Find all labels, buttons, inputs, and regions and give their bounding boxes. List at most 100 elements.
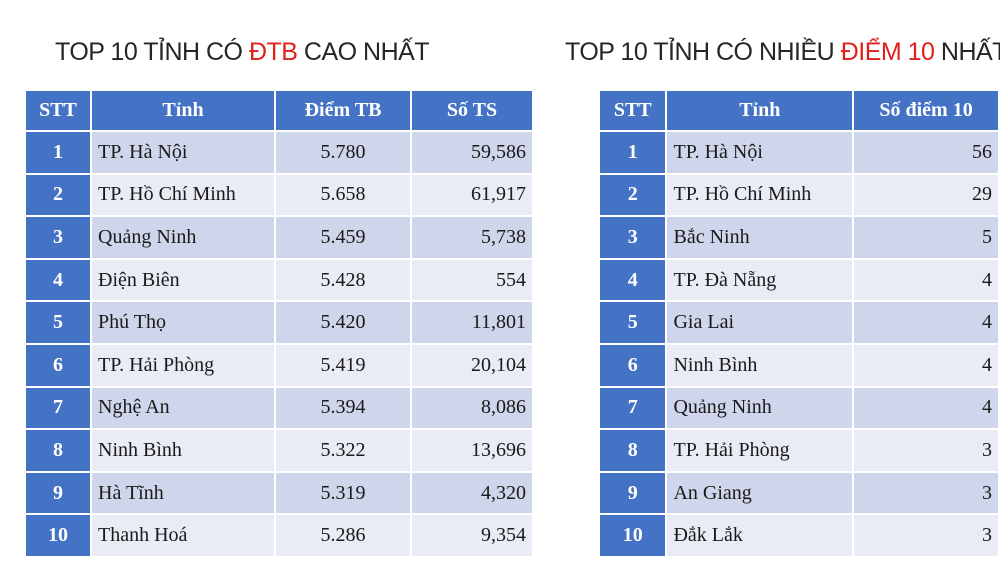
- table-cell: TP. Hải Phòng: [667, 430, 853, 471]
- table-cell: Đắk Lắk: [667, 515, 853, 556]
- table-cell: Hà Tĩnh: [92, 472, 274, 514]
- header-cell: Điểm TB: [276, 91, 410, 130]
- table-cell: 2: [26, 174, 90, 216]
- table-cell: 4: [854, 302, 998, 343]
- table-cell: 5.420: [276, 302, 410, 343]
- table-row: 6 TP. Hải Phòng 5.419 20,104: [26, 344, 532, 386]
- header-row: STT Tỉnh Số điểm 10: [600, 91, 998, 130]
- table-cell: 20,104: [412, 344, 532, 386]
- table-cell: 2: [600, 174, 666, 216]
- table-cell: 5.319: [276, 472, 410, 514]
- table-cell: 9: [26, 472, 90, 514]
- table-cell: TP. Hà Nội: [92, 132, 274, 173]
- table-row: 8 TP. Hải Phòng 3: [600, 430, 998, 471]
- table: STT Tỉnh Điểm TB Số TS 1 TP. Hà Nội 5.780 59,58…: [24, 89, 534, 558]
- table-row: 4 Điện Biên 5.428 554: [26, 259, 532, 301]
- table-row: 7 Quảng Ninh 4: [600, 387, 998, 429]
- table-cell: 10: [26, 515, 90, 556]
- table-row: 9 Hà Tĩnh 5.319 4,320: [26, 472, 532, 514]
- table-row: 1 TP. Hà Nội 5.780 59,586: [26, 132, 532, 173]
- header-cell: Tỉnh: [667, 91, 853, 130]
- table-cell: 8,086: [412, 387, 532, 429]
- header-cell: STT: [26, 91, 90, 130]
- table-cell: 5: [854, 217, 998, 258]
- title-text: CAO NHẤT: [297, 38, 430, 66]
- table-cell: Bắc Ninh: [667, 217, 853, 258]
- header-cell: Số điểm 10: [854, 91, 998, 130]
- table-cell: Phú Thọ: [92, 302, 274, 343]
- table-cell: Quảng Ninh: [92, 217, 274, 258]
- table-cell: 3: [854, 472, 998, 514]
- table-cell: 8: [600, 430, 666, 471]
- table-cell: 3: [854, 515, 998, 556]
- table-cell: 4: [854, 344, 998, 386]
- table-title: TOP 10 TỈNH CÓ NHIỀU ĐIỂM 10 NHẤT: [565, 38, 1000, 67]
- table-cell: 5.780: [276, 132, 410, 173]
- table-cell: TP. Hải Phòng: [92, 344, 274, 386]
- table-cell: 4: [600, 259, 666, 301]
- table-cell: 13,696: [412, 430, 532, 471]
- table-title: TOP 10 TỈNH CÓ ĐTB CAO NHẤT: [55, 38, 430, 67]
- table-cell: 4: [26, 259, 90, 301]
- title-text: NHẤT: [934, 38, 1000, 66]
- title-text: TOP 10 TỈNH CÓ: [55, 38, 249, 66]
- table-row: 9 An Giang 3: [600, 472, 998, 514]
- header-cell: STT: [600, 91, 666, 130]
- table-cell: 5.459: [276, 217, 410, 258]
- title-highlight: ĐTB: [248, 38, 298, 66]
- table-cell: 10: [600, 515, 666, 556]
- table-cell: 5.394: [276, 387, 410, 429]
- table-cell: 5.658: [276, 174, 410, 216]
- table-row: 1 TP. Hà Nội 56: [600, 132, 998, 173]
- table-cell: Ninh Bình: [667, 344, 853, 386]
- table-cell: 8: [26, 430, 90, 471]
- table-cell: 5.286: [276, 515, 410, 556]
- table-row: 3 Bắc Ninh 5: [600, 217, 998, 258]
- table-cell: 554: [412, 259, 532, 301]
- table-cell: 7: [600, 387, 666, 429]
- header-row: STT Tỉnh Điểm TB Số TS: [26, 91, 532, 130]
- table-cell: 56: [854, 132, 998, 173]
- table-cell: 5: [26, 302, 90, 343]
- table-cell: An Giang: [667, 472, 853, 514]
- table-cell: Gia Lai: [667, 302, 853, 343]
- table-cell: Điện Biên: [92, 259, 274, 301]
- table-row: 2 TP. Hồ Chí Minh 5.658 61,917: [26, 174, 532, 216]
- table-row: 2 TP. Hồ Chí Minh 29: [600, 174, 998, 216]
- table-cell: 9,354: [412, 515, 532, 556]
- table-cell: 61,917: [412, 174, 532, 216]
- header-cell: Số TS: [412, 91, 532, 130]
- table-cell: 59,586: [412, 132, 532, 173]
- table-cell: 5.419: [276, 344, 410, 386]
- table-cell: 4: [854, 387, 998, 429]
- table-cell: Quảng Ninh: [667, 387, 853, 429]
- title-text: TOP 10 TỈNH CÓ NHIỀU: [565, 38, 841, 66]
- table-row: 10 Đắk Lắk 3: [600, 515, 998, 556]
- table-row: 10 Thanh Hoá 5.286 9,354: [26, 515, 532, 556]
- table-cell: 1: [600, 132, 666, 173]
- table-cell: 5: [600, 302, 666, 343]
- table-cell: 3: [600, 217, 666, 258]
- title-highlight: ĐIỂM 10: [840, 38, 935, 66]
- table-row: 7 Nghệ An 5.394 8,086: [26, 387, 532, 429]
- table-row: 5 Phú Thọ 5.420 11,801: [26, 302, 532, 343]
- table-row: 8 Ninh Bình 5.322 13,696: [26, 430, 532, 471]
- table-cell: TP. Đà Nẵng: [667, 259, 853, 301]
- table-cell: 4: [854, 259, 998, 301]
- table-cell: 3: [26, 217, 90, 258]
- table-row: 5 Gia Lai 4: [600, 302, 998, 343]
- table-cell: 3: [854, 430, 998, 471]
- table-cell: 4,320: [412, 472, 532, 514]
- table: STT Tỉnh Số điểm 10 1 TP. Hà Nội 56 2 TP. Hồ Ch…: [598, 89, 1000, 558]
- table-cell: 5.428: [276, 259, 410, 301]
- table-cell: 1: [26, 132, 90, 173]
- table-cell: TP. Hà Nội: [667, 132, 853, 173]
- table-row: 3 Quảng Ninh 5.459 5,738: [26, 217, 532, 258]
- table-cell: TP. Hồ Chí Minh: [667, 174, 853, 216]
- table-cell: TP. Hồ Chí Minh: [92, 174, 274, 216]
- table-cell: Ninh Bình: [92, 430, 274, 471]
- table-cell: 11,801: [412, 302, 532, 343]
- header-cell: Tỉnh: [92, 91, 274, 130]
- table-cell: 29: [854, 174, 998, 216]
